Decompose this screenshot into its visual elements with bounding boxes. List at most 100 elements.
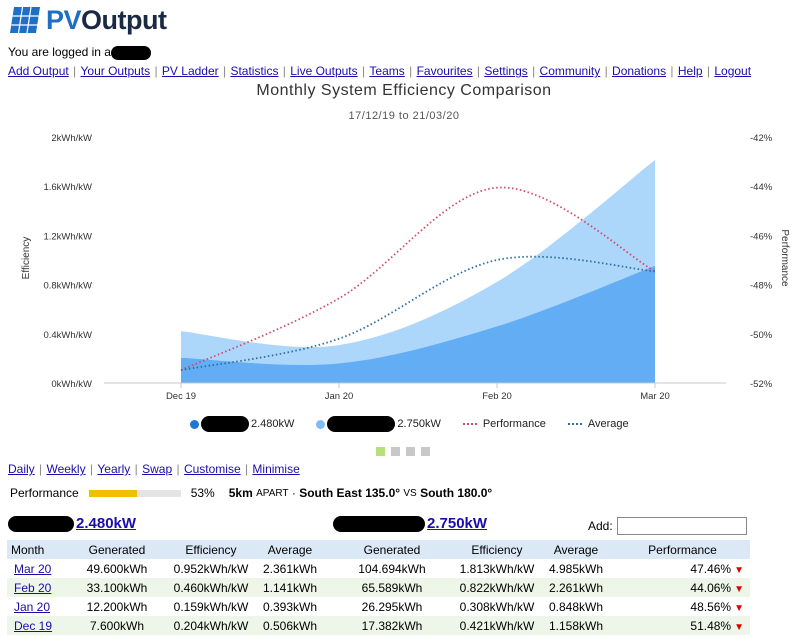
y-left-tick-label: 1.2kWh/kW bbox=[43, 231, 92, 242]
cell-generated-2: 104.694kWh bbox=[358, 561, 426, 576]
subnav-link-yearly[interactable]: Yearly bbox=[97, 462, 131, 476]
subnav-separator: | bbox=[241, 462, 252, 476]
subnav-link-weekly[interactable]: Weekly bbox=[46, 462, 86, 476]
system-2-size-link[interactable]: 2.750kW bbox=[427, 515, 488, 532]
legend-dotted-line-icon bbox=[567, 423, 582, 425]
line-average bbox=[180, 255, 656, 372]
performance-bar bbox=[88, 489, 181, 497]
nav-separator: | bbox=[703, 64, 714, 78]
nav-link-statistics[interactable]: Statistics bbox=[230, 64, 279, 78]
nav-separator: | bbox=[279, 64, 290, 78]
y-left-tick-label: 2kWh/kW bbox=[51, 133, 92, 144]
apart-label: APART bbox=[256, 487, 289, 499]
pvoutput-logo[interactable]: PVOutput bbox=[8, 4, 167, 36]
subnav-link-swap[interactable]: Swap bbox=[142, 462, 173, 476]
orientation-a: South East 135.0° bbox=[299, 486, 401, 500]
cell-efficiency-2: 0.308kWh/kW bbox=[459, 599, 535, 614]
nav-link-live-outputs[interactable]: Live Outputs bbox=[290, 64, 358, 78]
system-1-size-link[interactable]: 2.480kW bbox=[76, 515, 137, 532]
add-system-input[interactable] bbox=[616, 517, 747, 535]
pager-square-4[interactable] bbox=[421, 447, 430, 456]
subnav-link-minimise[interactable]: Minimise bbox=[252, 462, 300, 476]
redacted-username bbox=[110, 45, 151, 60]
nav-link-add-output[interactable]: Add Output bbox=[8, 64, 69, 78]
legend-dotted-line-icon bbox=[462, 423, 477, 425]
performance-value: 51.48% bbox=[690, 618, 732, 633]
cell-generated-1: 12.200kWh bbox=[86, 599, 148, 614]
chart-pager bbox=[376, 447, 436, 456]
nav-link-logout[interactable]: Logout bbox=[714, 64, 752, 78]
orientation-b: South 180.0° bbox=[420, 486, 493, 500]
cell-performance: 51.48% ▼ bbox=[615, 616, 750, 635]
legend-item-performance[interactable]: Performance bbox=[462, 418, 546, 430]
nav-link-pv-ladder[interactable]: PV Ladder bbox=[161, 64, 219, 78]
col-efficiency-2: Efficiency bbox=[457, 540, 537, 559]
cell-average-1: 2.361kWh bbox=[262, 561, 318, 576]
y-right-tick-label: -42% bbox=[750, 133, 773, 144]
x-tick-label: Mar 20 bbox=[640, 391, 670, 402]
y-right-axis-label: Performance bbox=[779, 229, 790, 287]
cell-efficiency-2: 1.813kWh/kW bbox=[459, 561, 535, 576]
chart-legend: 2.480kW 2.750kW Performance Average bbox=[190, 416, 651, 432]
login-status: You are logged in a bbox=[8, 45, 151, 60]
down-arrow-icon: ▼ bbox=[734, 583, 744, 595]
month-link[interactable]: Dec 19 bbox=[14, 618, 53, 633]
nav-link-teams[interactable]: Teams bbox=[369, 64, 405, 78]
redacted-system-name bbox=[327, 416, 396, 432]
nav-link-donations[interactable]: Donations bbox=[612, 64, 667, 78]
cell-efficiency-1: 0.159kWh/kW bbox=[173, 599, 249, 614]
performance-value: 47.46% bbox=[690, 561, 732, 576]
system-1-header: 2.480kW bbox=[8, 515, 136, 532]
subnav-link-daily[interactable]: Daily bbox=[8, 462, 35, 476]
nav-separator: | bbox=[473, 64, 484, 78]
down-arrow-icon: ▼ bbox=[734, 621, 744, 633]
col-generated-1: Generated bbox=[65, 540, 169, 559]
legend-dot-icon bbox=[190, 419, 199, 429]
legend-label-performance: Performance bbox=[482, 418, 546, 430]
table-row: Feb 20 33.100kWh 0.460kWh/kW 1.141kWh 65.589… bbox=[7, 578, 750, 597]
efficiency-chart: 2kWh/kW 1.6kWh/kW 1.2kWh/kW 0.8kWh/kW 0.4kWh… bbox=[21, 133, 790, 402]
add-label: Add: bbox=[588, 519, 613, 533]
line-performance bbox=[180, 186, 656, 372]
cell-average-1: 0.393kWh bbox=[262, 599, 318, 614]
cell-average-2: 2.261kWh bbox=[537, 578, 615, 597]
add-system-box: Add: bbox=[588, 517, 747, 535]
logo-text-output: Output bbox=[81, 4, 167, 35]
month-link[interactable]: Jan 20 bbox=[14, 599, 51, 614]
y-left-tick-label: 0.4kWh/kW bbox=[43, 330, 92, 341]
main-nav: Add Output | Your Outputs | PV Ladder | … bbox=[8, 64, 751, 78]
cell-performance: 44.06% ▼ bbox=[615, 578, 750, 597]
redacted-system-name bbox=[201, 416, 249, 432]
pager-square-1[interactable] bbox=[376, 447, 385, 456]
table-row: Dec 19 7.600kWh 0.204kWh/kW 0.506kWh 17.382k… bbox=[7, 616, 750, 635]
cell-efficiency-2: 0.421kWh/kW bbox=[457, 616, 537, 635]
nav-link-help[interactable]: Help bbox=[677, 64, 703, 78]
y-right-tick-label: -44% bbox=[750, 182, 773, 193]
legend-item-system-2[interactable]: 2.750kW bbox=[316, 416, 441, 432]
nav-link-community[interactable]: Community bbox=[539, 64, 601, 78]
nav-separator: | bbox=[219, 64, 230, 78]
nav-separator: | bbox=[667, 64, 677, 78]
nav-link-settings[interactable]: Settings bbox=[484, 64, 528, 78]
legend-item-system-1[interactable]: 2.480kW bbox=[190, 416, 294, 432]
y-right-tick-label: -50% bbox=[750, 330, 773, 341]
legend-item-average[interactable]: Average bbox=[567, 418, 629, 430]
cell-average-1: 0.506kWh bbox=[253, 616, 327, 635]
nav-link-favourites[interactable]: Favourites bbox=[416, 64, 473, 78]
y-right-tick-label: -52% bbox=[750, 379, 773, 390]
col-average-2: Average bbox=[537, 540, 615, 559]
nav-link-your-outputs[interactable]: Your Outputs bbox=[80, 64, 151, 78]
month-link[interactable]: Mar 20 bbox=[14, 561, 52, 576]
subnav-link-customise[interactable]: Customise bbox=[183, 462, 241, 476]
chart-title: Monthly System Efficiency Comparison bbox=[256, 82, 552, 99]
pager-square-2[interactable] bbox=[391, 447, 400, 456]
legend-label-system-2: 2.750kW bbox=[397, 418, 441, 430]
month-link[interactable]: Feb 20 bbox=[14, 580, 52, 595]
y-left-tick-label: 1.6kWh/kW bbox=[43, 182, 92, 193]
pager-square-3[interactable] bbox=[406, 447, 415, 456]
redacted-system-name bbox=[8, 515, 74, 532]
area-series-1 bbox=[181, 265, 655, 383]
cell-efficiency-1: 0.204kWh/kW bbox=[169, 616, 253, 635]
cell-performance: 47.46% ▼ bbox=[615, 559, 750, 578]
nav-separator: | bbox=[601, 64, 612, 78]
